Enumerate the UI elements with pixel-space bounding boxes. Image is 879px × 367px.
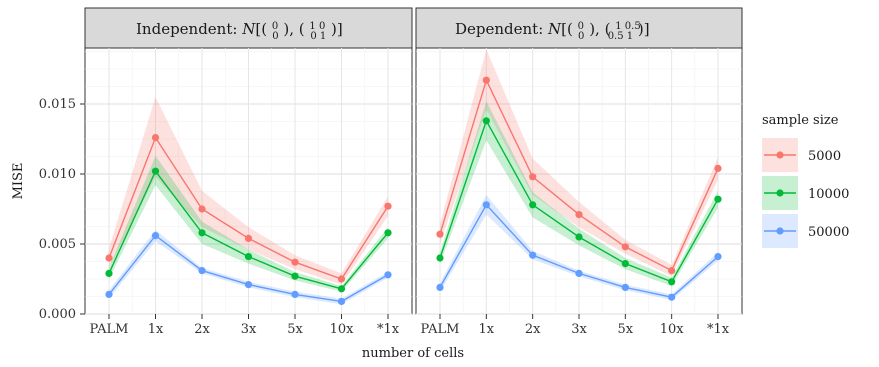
panel-1-grid [85,48,412,315]
panel-1-x-ticks: PALM 1x 2x 3x 5x 10x *1x [90,314,400,337]
x-tick-label: PALM [90,322,129,337]
y-axis-title: MISE [11,163,26,200]
data-point-5000 [151,134,160,142]
x-tick-label: 10x [330,322,355,337]
panel-1-strip-prefix: Independent: [136,20,237,38]
data-point-5000 [384,202,392,210]
data-point-50000 [151,232,160,240]
legend: sample size 5000 10000 50000 [762,113,849,248]
data-point-50000 [291,290,299,298]
data-point-50000 [714,253,722,261]
y-axis-ticks: 0.000 0.005 0.010 0.015 [39,97,85,322]
legend-label-10000: 10000 [808,187,849,202]
data-point-50000 [337,297,346,305]
panel-1-strip [84,7,413,49]
legend-key-point-10000 [776,189,784,197]
x-tick-label: 3x [241,322,257,337]
data-point-10000 [105,269,113,277]
x-tick-label: 5x [287,322,303,337]
data-point-5000 [529,173,537,181]
y-tick-label: 0.005 [39,237,76,252]
x-tick-label: *1x [707,322,730,337]
data-point-50000 [436,283,444,291]
panel-2-points [436,76,722,301]
legend-label-50000: 50000 [808,225,849,240]
data-point-50000 [529,251,537,259]
legend-title: sample size [762,113,839,128]
data-point-50000 [621,283,629,291]
data-point-10000 [668,278,676,286]
data-point-10000 [482,117,490,125]
data-point-5000 [575,211,583,219]
ci-band-10000 [109,155,388,292]
panel-2-bands [440,49,718,300]
x-tick-label: 5x [618,322,634,337]
data-point-5000 [668,267,676,275]
ci-band-10000 [440,101,718,286]
x-axis-title: number of cells [362,346,464,361]
legend-key-point-50000 [776,227,784,235]
data-point-5000 [621,243,629,251]
panel-2-grid [416,48,742,315]
data-point-10000 [621,260,629,268]
y-tick-label: 0.000 [39,307,76,322]
panel-2-x-ticks: PALM 1x 2x 3x 5x 10x *1x [421,314,730,337]
data-point-5000 [482,76,490,84]
x-tick-label: 2x [194,322,210,337]
data-point-10000 [436,254,444,262]
legend-key-point-5000 [776,151,784,159]
x-tick-label: 10x [660,322,685,337]
ci-band-5000 [440,49,718,277]
data-point-10000 [575,233,583,241]
y-tick-label: 0.015 [39,97,76,112]
data-point-10000 [151,167,160,175]
x-tick-label: *1x [377,322,400,337]
data-point-10000 [529,201,537,209]
panel-2-strip-prefix: Dependent: [455,20,543,38]
data-point-10000 [384,229,392,237]
data-point-5000 [337,275,346,283]
data-point-50000 [244,281,253,289]
panel-1-points [105,134,392,305]
data-point-10000 [244,253,253,261]
y-tick-label: 0.010 [39,167,76,182]
data-point-50000 [105,290,113,298]
x-tick-label: 1x [148,322,164,337]
ci-band-5000 [109,97,388,285]
legend-label-5000: 5000 [808,149,841,164]
x-tick-label: PALM [421,322,460,337]
data-point-5000 [198,205,206,213]
data-point-5000 [105,254,113,262]
x-tick-label: 1x [479,322,495,337]
x-tick-label: 2x [525,322,541,337]
panel-1-bands [109,97,388,305]
data-point-5000 [291,258,299,266]
x-tick-label: 3x [571,322,587,337]
panel-2-strip [415,7,743,49]
data-point-5000 [714,164,722,172]
data-point-5000 [244,234,253,242]
data-point-10000 [714,195,722,203]
data-point-50000 [384,271,392,279]
data-point-10000 [337,285,346,293]
data-point-50000 [575,269,583,277]
data-point-50000 [198,267,206,275]
data-point-50000 [482,201,490,209]
data-point-50000 [668,293,676,301]
data-point-10000 [198,229,206,237]
data-point-10000 [291,272,299,280]
data-point-5000 [436,230,444,238]
